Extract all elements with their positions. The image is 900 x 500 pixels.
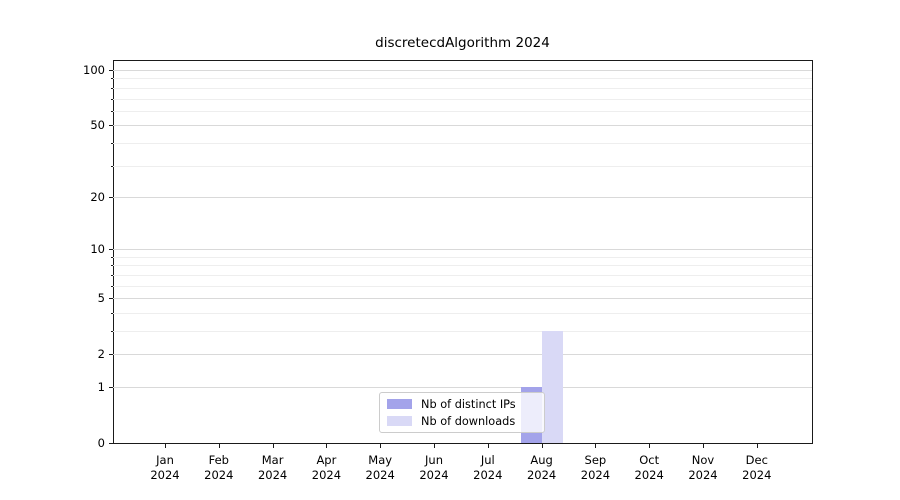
x-tick-label-4: May 2024 — [365, 453, 395, 482]
legend-item-downloads: Nb of downloads — [387, 415, 544, 428]
legend: Nb of distinct IPs Nb of downloads — [379, 392, 545, 433]
y-minor-tick-70 — [111, 98, 113, 100]
x-tick-label-11: Dec 2024 — [742, 453, 772, 482]
legend-label-downloads: Nb of downloads — [421, 414, 516, 428]
y-tick-label-5: 5 — [97, 291, 105, 306]
minor-gridline-30 — [113, 165, 812, 167]
minor-gridline-6 — [113, 285, 812, 287]
x-tick-1 — [218, 444, 220, 448]
x-tick-3 — [326, 444, 328, 448]
y-tick-20 — [109, 196, 113, 198]
x-tick-2 — [272, 444, 274, 448]
major-gridline-10 — [113, 249, 812, 251]
y-minor-tick-40 — [111, 142, 113, 144]
y-tick-label-0: 0 — [97, 436, 105, 450]
y-tick-label-1: 1 — [97, 380, 105, 394]
y-minor-tick-60 — [111, 110, 113, 112]
y-minor-tick-4 — [111, 312, 113, 314]
legend-swatch-distinct-ips — [387, 399, 412, 409]
y-tick-100 — [109, 70, 113, 71]
chart-title: discretecdAlgorithm 2024 — [375, 35, 550, 51]
x-tick-7 — [541, 444, 543, 448]
x-tick-label-2: Mar 2024 — [257, 453, 288, 482]
legend-label-distinct-ips: Nb of distinct IPs — [421, 397, 516, 411]
x-tick-10 — [703, 444, 704, 448]
x-tick-label-0: Jan 2024 — [150, 453, 180, 482]
legend-swatch-downloads — [387, 416, 412, 426]
bar-nb-of-downloads-aug-2024 — [541, 331, 563, 443]
x-tick-label-5: Jun 2024 — [419, 453, 449, 482]
x-tick-11 — [756, 444, 758, 448]
y-minor-tick-30 — [111, 165, 113, 167]
x-tick-label-3: Apr 2024 — [311, 453, 342, 482]
legend-item-distinct-ips: Nb of distinct IPs — [387, 398, 544, 411]
x-tick-label-6: Jul 2024 — [473, 453, 503, 482]
y-tick-label-2: 2 — [97, 347, 105, 362]
minor-gridline-9 — [113, 256, 812, 258]
y-minor-tick-9 — [111, 256, 113, 258]
y-tick-2 — [109, 354, 113, 356]
x-tick-label-8: Sep 2024 — [580, 453, 611, 482]
x-tick-6 — [487, 444, 489, 448]
y-tick-50 — [109, 125, 113, 127]
major-gridline-2 — [113, 354, 812, 356]
major-gridline-1 — [113, 387, 812, 388]
y-tick-10 — [109, 249, 113, 251]
y-tick-label-100: 100 — [83, 63, 105, 77]
x-tick-9 — [649, 444, 651, 448]
y-tick-0 — [109, 443, 113, 444]
y-minor-tick-8 — [111, 265, 113, 267]
y-tick-label-10: 10 — [90, 242, 105, 257]
x-tick-label-1: Feb 2024 — [204, 453, 234, 482]
minor-gridline-40 — [113, 142, 812, 144]
minor-gridline-70 — [113, 98, 812, 100]
x-tick-label-10: Nov 2024 — [688, 453, 718, 482]
y-tick-label-50: 50 — [90, 118, 105, 133]
y-minor-tick-3 — [111, 331, 113, 332]
minor-gridline-80 — [113, 87, 812, 89]
y-minor-tick-80 — [111, 87, 113, 89]
major-gridline-50 — [113, 125, 812, 127]
minor-gridline-60 — [113, 110, 812, 112]
x-tick-5 — [434, 444, 435, 448]
minor-gridline-4 — [113, 312, 812, 314]
minor-gridline-90 — [113, 78, 812, 80]
y-tick-label-20: 20 — [90, 189, 105, 204]
minor-gridline-7 — [113, 274, 812, 276]
x-tick-label-9: Oct 2024 — [634, 453, 664, 482]
y-tick-5 — [109, 298, 113, 300]
plot-area — [113, 60, 813, 444]
minor-gridline-8 — [113, 265, 812, 267]
y-minor-tick-90 — [111, 78, 113, 80]
major-gridline-20 — [113, 196, 812, 198]
x-tick-label-7: Aug 2024 — [526, 453, 557, 482]
x-tick-0 — [165, 444, 166, 448]
minor-gridline-3 — [113, 331, 812, 332]
x-tick-4 — [380, 444, 382, 448]
x-tick-8 — [595, 444, 597, 448]
y-tick-1 — [109, 387, 113, 388]
major-gridline-5 — [113, 298, 812, 300]
y-minor-tick-6 — [111, 285, 113, 287]
y-minor-tick-7 — [111, 274, 113, 276]
major-gridline-100 — [113, 70, 812, 71]
